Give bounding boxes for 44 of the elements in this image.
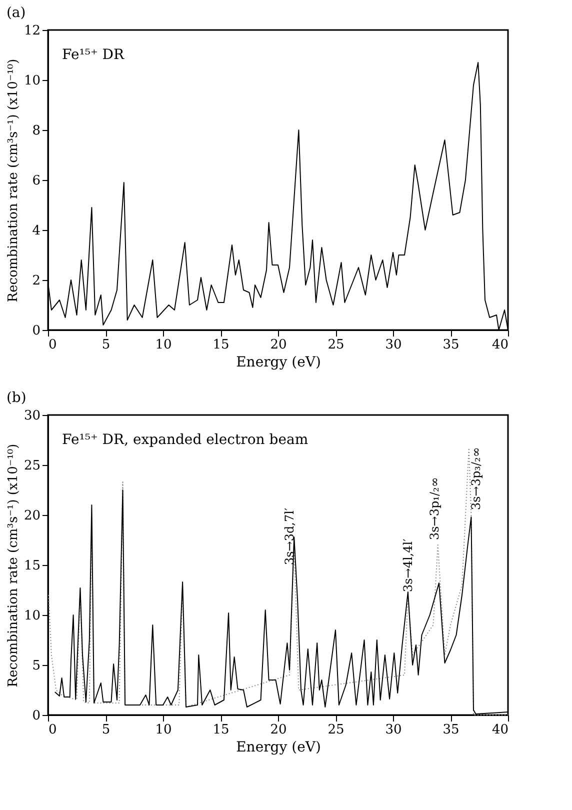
x-tick-label: 25 xyxy=(328,722,344,738)
x-tick-label: 15 xyxy=(212,722,230,738)
x-tick-label: 25 xyxy=(328,338,344,352)
x-tick-label: 30 xyxy=(385,338,402,352)
x-tick-label: 5 xyxy=(102,722,110,738)
x-tick-label: 20 xyxy=(270,338,287,352)
chart-title: (b) xyxy=(6,390,26,406)
chart-title: (a) xyxy=(6,5,26,21)
annotation: 3s→3d,7l′ xyxy=(282,508,296,565)
y-tick-label: 0 xyxy=(32,708,40,724)
x-tick-label: 10 xyxy=(155,338,172,352)
x-tick-label: 40 xyxy=(492,338,508,352)
annotation: 3s→4l,4l′ xyxy=(400,538,415,592)
y-tick-label: 10 xyxy=(24,74,40,88)
x-tick-label: 20 xyxy=(270,722,287,738)
y-tick-label: 10 xyxy=(24,608,40,624)
x-tick-label: 35 xyxy=(442,338,460,352)
annotation: 3s→3p₃/₂∞ xyxy=(468,447,483,510)
y-axis-title: Recombination rate (cm³s⁻¹) (x10⁻¹⁰) xyxy=(6,444,21,688)
y-tick-label: 5 xyxy=(32,658,40,674)
y-tick-label: 2 xyxy=(32,274,40,288)
y-axis-title: Recombination rate (cm³s⁻¹) (x10⁻¹⁰) xyxy=(6,58,21,302)
x-tick-label: 0 xyxy=(48,338,57,352)
x-tick-label: 5 xyxy=(102,338,110,352)
y-tick-label: 0 xyxy=(32,324,40,338)
annotation: Fe¹⁵⁺ DR xyxy=(62,47,125,63)
x-axis-title: Energy (eV) xyxy=(236,740,321,756)
y-tick-label: 15 xyxy=(24,558,40,574)
y-tick-label: 30 xyxy=(24,408,40,424)
y-tick-label: 4 xyxy=(32,224,40,238)
y-tick-label: 8 xyxy=(32,124,40,138)
x-axis-title: Energy (eV) xyxy=(236,354,321,370)
y-tick-label: 25 xyxy=(24,458,40,474)
x-tick-label: 35 xyxy=(442,722,460,738)
x-tick-label: 15 xyxy=(212,338,230,352)
y-tick-label: 6 xyxy=(32,174,40,188)
x-tick-label: 40 xyxy=(492,722,508,738)
y-tick-label: 12 xyxy=(24,24,40,38)
x-tick-label: 30 xyxy=(385,722,402,738)
annotation: Fe¹⁵⁺ DR, expanded electron beam xyxy=(62,432,308,448)
x-tick-label: 10 xyxy=(155,722,172,738)
y-tick-label: 20 xyxy=(24,508,40,524)
annotation: 3s→3p₁/₂∞ xyxy=(427,477,442,540)
x-tick-label: 0 xyxy=(48,722,57,738)
